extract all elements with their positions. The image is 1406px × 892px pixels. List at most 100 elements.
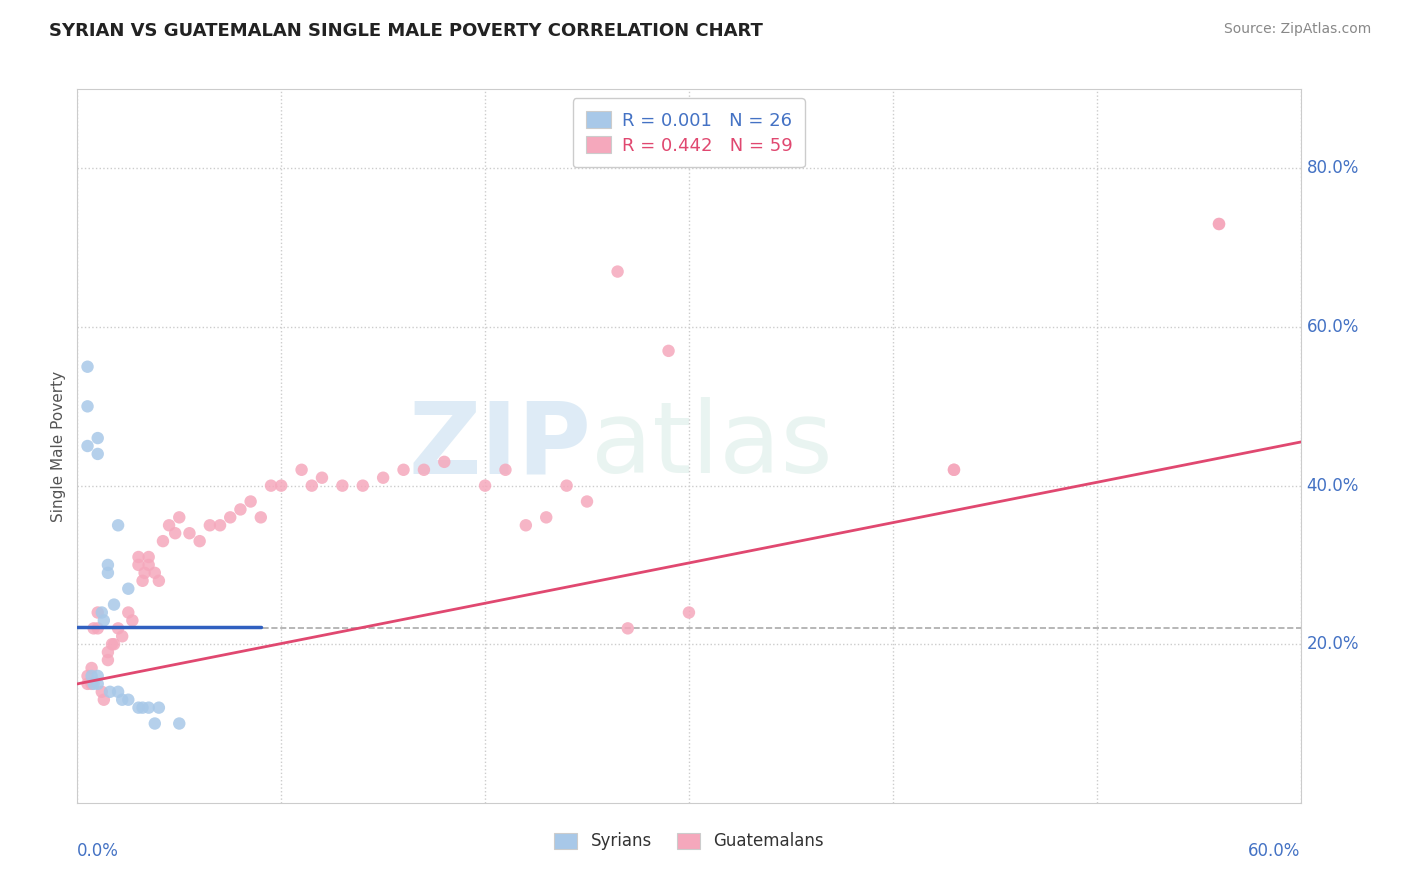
Legend: Syrians, Guatemalans: Syrians, Guatemalans: [546, 824, 832, 859]
Point: [392, 463, 415, 477]
Point: [229, 502, 252, 516]
Text: 20.0%: 20.0%: [1306, 635, 1360, 653]
Text: 60.0%: 60.0%: [1249, 842, 1301, 860]
Point: [169, 716, 191, 731]
Point: [311, 471, 333, 485]
Point: [148, 574, 170, 588]
Point: [111, 629, 134, 643]
Point: [371, 471, 394, 485]
Point: [534, 510, 557, 524]
Y-axis label: Single Male Poverty: Single Male Poverty: [51, 370, 66, 522]
Point: [576, 494, 599, 508]
Point: [127, 700, 149, 714]
Point: [76, 439, 98, 453]
Point: [134, 566, 156, 580]
Point: [413, 463, 436, 477]
Text: 0.0%: 0.0%: [77, 842, 120, 860]
Point: [97, 645, 120, 659]
Point: [270, 478, 292, 492]
Point: [131, 574, 153, 588]
Point: [290, 463, 312, 477]
Point: [103, 598, 125, 612]
Text: 80.0%: 80.0%: [1306, 160, 1360, 178]
Point: [76, 677, 98, 691]
Point: [188, 534, 211, 549]
Point: [80, 661, 103, 675]
Point: [107, 621, 129, 635]
Point: [658, 343, 681, 358]
Point: [260, 478, 283, 492]
Point: [138, 549, 160, 564]
Point: [80, 669, 103, 683]
Point: [90, 685, 112, 699]
Point: [179, 526, 201, 541]
Point: [138, 700, 160, 714]
Point: [1208, 217, 1230, 231]
Point: [107, 685, 129, 699]
Point: [152, 534, 174, 549]
Point: [97, 566, 120, 580]
Point: [76, 400, 98, 414]
Point: [87, 431, 110, 445]
Point: [98, 685, 121, 699]
Point: [495, 463, 517, 477]
Point: [143, 716, 166, 731]
Point: [87, 669, 110, 683]
Point: [107, 518, 129, 533]
Point: [143, 566, 166, 580]
Point: [83, 677, 105, 691]
Point: [83, 621, 105, 635]
Point: [121, 614, 143, 628]
Point: [87, 677, 110, 691]
Point: [352, 478, 374, 492]
Point: [80, 677, 103, 691]
Point: [87, 606, 110, 620]
Point: [117, 582, 139, 596]
Point: [219, 510, 242, 524]
Point: [606, 264, 628, 278]
Point: [103, 637, 125, 651]
Point: [678, 606, 700, 620]
Point: [198, 518, 221, 533]
Point: [93, 614, 115, 628]
Point: [169, 510, 191, 524]
Point: [239, 494, 262, 508]
Text: 60.0%: 60.0%: [1306, 318, 1360, 336]
Point: [127, 549, 149, 564]
Point: [942, 463, 965, 477]
Point: [76, 359, 98, 374]
Point: [433, 455, 456, 469]
Point: [117, 606, 139, 620]
Point: [117, 692, 139, 706]
Point: [90, 606, 112, 620]
Point: [1208, 217, 1230, 231]
Point: [111, 692, 134, 706]
Point: [148, 700, 170, 714]
Point: [474, 478, 496, 492]
Point: [942, 463, 965, 477]
Text: Source: ZipAtlas.com: Source: ZipAtlas.com: [1223, 22, 1371, 37]
Point: [617, 621, 640, 635]
Point: [127, 558, 149, 572]
Point: [208, 518, 231, 533]
Text: SYRIAN VS GUATEMALAN SINGLE MALE POVERTY CORRELATION CHART: SYRIAN VS GUATEMALAN SINGLE MALE POVERTY…: [49, 22, 763, 40]
Point: [301, 478, 323, 492]
Point: [157, 518, 180, 533]
Point: [87, 621, 110, 635]
Point: [131, 700, 153, 714]
Point: [555, 478, 578, 492]
Point: [250, 510, 273, 524]
Point: [332, 478, 354, 492]
Text: 40.0%: 40.0%: [1306, 476, 1360, 495]
Point: [93, 692, 115, 706]
Point: [515, 518, 537, 533]
Point: [165, 526, 187, 541]
Text: ZIP: ZIP: [408, 398, 591, 494]
Point: [97, 653, 120, 667]
Point: [97, 558, 120, 572]
Text: atlas: atlas: [591, 398, 832, 494]
Point: [138, 558, 160, 572]
Point: [76, 669, 98, 683]
Point: [87, 447, 110, 461]
Point: [101, 637, 124, 651]
